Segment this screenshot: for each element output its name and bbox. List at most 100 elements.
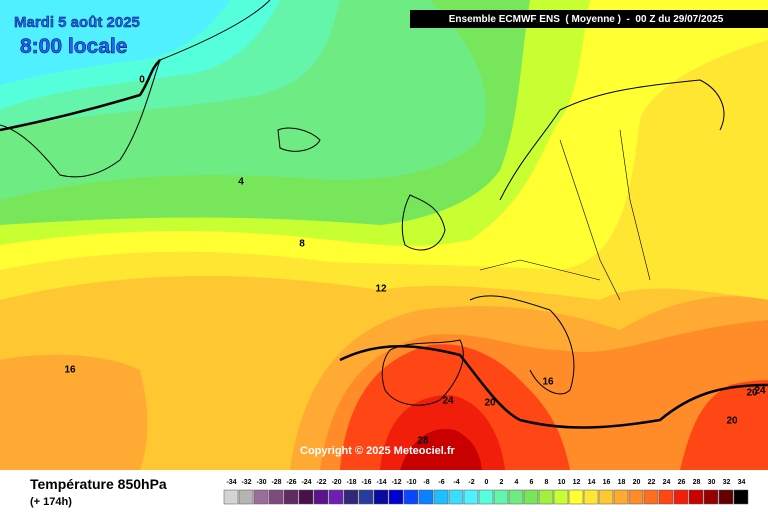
copyright: Copyright © 2025 Meteociel.fr (300, 445, 456, 457)
legend-swatch (523, 489, 539, 505)
legend-swatch (478, 489, 494, 505)
header-bar (410, 10, 768, 28)
map-fields (0, 0, 768, 470)
legend-label: -34 (226, 479, 236, 486)
legend-label: 26 (678, 479, 686, 486)
contour-0 (0, 59, 161, 132)
italy-coast (469, 295, 575, 395)
legend-label: 20 (633, 479, 641, 486)
legend-label: -20 (331, 479, 341, 486)
legend-label: -18 (346, 479, 356, 486)
legend-swatch (418, 489, 434, 505)
legend-label: 10 (558, 479, 566, 486)
contour-label: 0 (139, 75, 145, 86)
legend-label: 18 (618, 479, 626, 486)
legend-label: 34 (738, 479, 746, 486)
legend-swatch (358, 489, 374, 505)
contour-label: 16 (64, 365, 76, 376)
contour-label: 12 (375, 284, 387, 295)
legend-label: -10 (406, 479, 416, 486)
field-24-east (680, 380, 768, 470)
legend-label: 32 (723, 479, 731, 486)
contour-label: 20 (484, 398, 496, 409)
contour-label: 28 (417, 436, 429, 447)
legend-swatch (283, 489, 299, 505)
legend-label: -12 (391, 479, 401, 486)
legend-label: -30 (256, 479, 266, 486)
legend-label: -16 (361, 479, 371, 486)
legend-swatch (328, 489, 344, 505)
legend-swatch (448, 489, 464, 505)
legend-label: -6 (438, 479, 444, 486)
lead-time: (+ 174h) (30, 496, 72, 508)
legend-label: 4 (515, 479, 519, 486)
legend-label: 6 (530, 479, 534, 486)
legend-label: -14 (376, 479, 386, 486)
legend-label: 0 (485, 479, 489, 486)
contour-label: 20 (746, 388, 758, 399)
legend-label: 2 (500, 479, 504, 486)
borders (479, 129, 651, 301)
contour-label: 24 (442, 396, 454, 407)
iceland-coast (277, 127, 321, 152)
legend-label: 8 (545, 479, 549, 486)
legend-label: 12 (573, 479, 581, 486)
legend-label: -22 (316, 479, 326, 486)
legend-label: -28 (271, 479, 281, 486)
legend-swatch (388, 489, 404, 505)
legend-swatch (673, 489, 689, 505)
legend-swatch (688, 489, 704, 505)
legend-swatch (538, 489, 554, 505)
forecast-date: Mardi 5 août 2025 (14, 14, 140, 31)
legend-swatch (568, 489, 584, 505)
legend-swatch (373, 489, 389, 505)
legend-swatch (718, 489, 734, 505)
legend-swatch (433, 489, 449, 505)
color-legend: -34 -32 -30 -28 -26 -24 -22 -20 -18 -16 -14 -12 -10-… (223, 479, 749, 505)
legend-label: -26 (286, 479, 296, 486)
scandinavia-coast (499, 79, 725, 201)
field-minus-2 (0, 0, 230, 85)
contour-label: 20 (726, 416, 738, 427)
legend-swatch (553, 489, 569, 505)
legend-swatch (583, 489, 599, 505)
legend-label: -2 (468, 479, 474, 486)
legend-label: -32 (241, 479, 251, 486)
field-28 (400, 429, 482, 470)
legend-swatch (463, 489, 479, 505)
field-title: Température 850hPa (30, 476, 167, 492)
contour-24 (339, 345, 768, 429)
legend-swatch (298, 489, 314, 505)
legend-swatch (703, 489, 719, 505)
legend-swatch (613, 489, 629, 505)
legend-label: 16 (603, 479, 611, 486)
legend-label: -4 (453, 479, 459, 486)
contour-label: 4 (238, 177, 244, 188)
forecast-time: 8:00 locale (20, 35, 127, 58)
legend-swatch (403, 489, 419, 505)
contour-label: 24 (754, 386, 766, 397)
legend-label: 24 (663, 479, 671, 486)
legend-swatch (658, 489, 674, 505)
britain-coast (401, 194, 446, 251)
coastlines (0, 0, 768, 429)
contour-label: 8 (299, 239, 305, 250)
legend-swatch (628, 489, 644, 505)
legend-label: 22 (648, 479, 656, 486)
legend-swatch (508, 489, 524, 505)
field-18-west (0, 354, 148, 470)
contour-label: 16 (542, 377, 554, 388)
greenland-coast (0, 0, 271, 178)
legend-swatch (223, 489, 239, 505)
legend-label: 30 (708, 479, 716, 486)
legend-swatch (313, 489, 329, 505)
legend-swatch (268, 489, 284, 505)
legend-swatch (643, 489, 659, 505)
legend-swatch (343, 489, 359, 505)
legend-label: 28 (693, 479, 701, 486)
model-info: Ensemble ECMWF ENS ( Moyenne ) - 00 Z du… (449, 14, 724, 25)
legend-swatch (598, 489, 614, 505)
legend-label: -8 (423, 479, 429, 486)
